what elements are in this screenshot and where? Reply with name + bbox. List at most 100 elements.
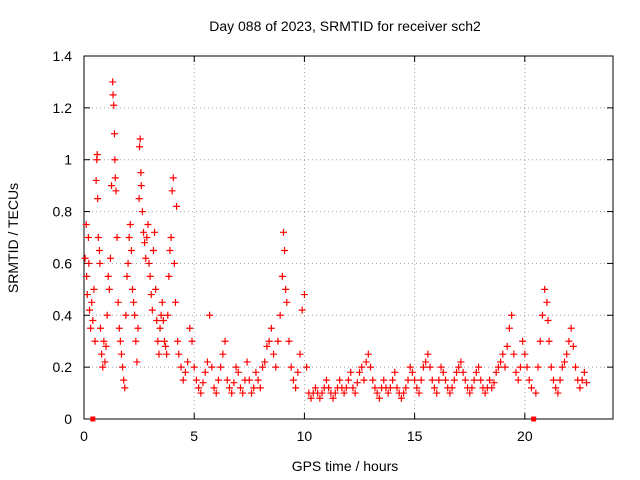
- y-tick-label: 1: [64, 152, 72, 168]
- data-point: [501, 363, 509, 371]
- gap-marker: [90, 416, 96, 422]
- data-point: [225, 384, 233, 392]
- data-point: [93, 151, 101, 159]
- data-point: [318, 389, 326, 397]
- data-point: [428, 376, 436, 384]
- data-point: [433, 389, 441, 397]
- data-point: [119, 363, 127, 371]
- data-point: [439, 368, 447, 376]
- data-point: [411, 376, 419, 384]
- data-point: [123, 272, 131, 280]
- data-point: [201, 368, 209, 376]
- data-point: [113, 234, 121, 241]
- data-point: [174, 337, 182, 345]
- data-point: [97, 324, 105, 332]
- data-point: [146, 272, 154, 280]
- data-point: [470, 376, 478, 384]
- data-point: [94, 195, 102, 203]
- data-point: [292, 384, 300, 392]
- data-point: [137, 169, 145, 177]
- data-point: [83, 291, 91, 299]
- data-point: [111, 174, 119, 182]
- data-point: [486, 376, 494, 384]
- data-point: [190, 363, 198, 371]
- data-point: [386, 384, 394, 392]
- x-tick-label: 5: [190, 428, 198, 444]
- data-point: [116, 337, 124, 345]
- data-point: [373, 389, 381, 397]
- data-point: [497, 358, 505, 366]
- plot-frame: [83, 55, 614, 420]
- data-point: [477, 376, 485, 384]
- data-point: [353, 379, 361, 387]
- data-point: [120, 376, 128, 384]
- data-point: [88, 298, 96, 306]
- data-point: [547, 363, 555, 371]
- data-point: [131, 311, 139, 319]
- data-point: [294, 368, 302, 376]
- data-point: [86, 306, 94, 314]
- data-point: [89, 316, 97, 324]
- data-point: [345, 376, 352, 384]
- data-point: [369, 376, 377, 384]
- x-axis-label: GPS time / hours: [292, 458, 399, 474]
- data-point: [138, 208, 146, 216]
- data-point: [157, 311, 165, 319]
- data-point: [544, 316, 552, 324]
- data-point: [552, 384, 560, 392]
- data-point: [536, 337, 544, 345]
- data-point: [391, 368, 399, 376]
- data-point: [430, 384, 438, 392]
- data-point: [448, 384, 456, 392]
- data-point: [446, 389, 454, 397]
- data-point: [217, 363, 225, 371]
- data-point: [311, 384, 319, 392]
- data-point: [133, 358, 141, 366]
- data-point: [525, 376, 533, 384]
- data-point: [159, 316, 167, 324]
- data-point: [422, 358, 430, 366]
- data-point: [298, 306, 306, 314]
- data-point: [279, 228, 287, 236]
- data-point: [272, 363, 280, 371]
- data-point: [232, 363, 240, 371]
- data-point: [505, 324, 513, 332]
- data-point: [356, 368, 364, 376]
- data-point: [132, 337, 140, 345]
- data-point: [82, 221, 90, 229]
- data-point: [270, 350, 278, 358]
- data-point: [285, 337, 293, 345]
- data-point: [228, 389, 236, 397]
- data-point: [503, 342, 511, 350]
- data-point: [128, 285, 136, 293]
- data-point: [134, 324, 142, 332]
- data-point: [147, 291, 155, 299]
- data-point: [239, 389, 247, 397]
- data-point: [173, 202, 181, 210]
- data-point: [103, 311, 111, 319]
- data-point: [250, 384, 258, 392]
- x-tick-label: 0: [80, 428, 88, 444]
- data-point: [137, 182, 145, 190]
- data-point: [468, 384, 476, 392]
- data-point: [417, 376, 425, 384]
- x-tick-label: 20: [517, 428, 533, 444]
- data-point: [510, 350, 518, 358]
- data-point: [109, 78, 117, 86]
- tick-labels: 0 5 10 15 20 0 0.2 0.4 0.6 0.8 1 1.2 1.4: [53, 48, 533, 444]
- data-point: [413, 384, 421, 392]
- data-point: [117, 350, 125, 358]
- data-point: [230, 379, 238, 387]
- data-point: [565, 337, 573, 345]
- data-point: [572, 363, 580, 371]
- data-point: [545, 337, 553, 345]
- data-point: [276, 311, 284, 319]
- data-point: [347, 368, 355, 376]
- data-point: [114, 298, 122, 306]
- data-point: [208, 363, 216, 371]
- data-point: [278, 272, 286, 280]
- data-point: [148, 306, 156, 314]
- data-point: [212, 389, 220, 397]
